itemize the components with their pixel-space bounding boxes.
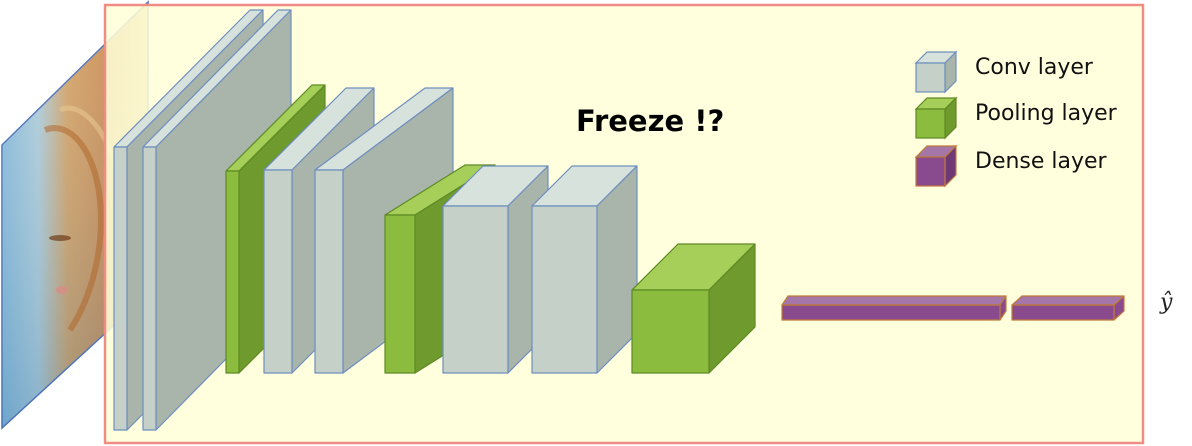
conv-layer-front (531, 205, 598, 374)
freeze-annotation: Freeze !? (576, 104, 725, 138)
cat-eye (49, 235, 71, 241)
pooling-layer-icon (914, 96, 958, 140)
pool-layer-front (225, 170, 240, 374)
legend-item-conv: Conv layer (914, 50, 1144, 94)
conv-layer-front (314, 169, 344, 374)
legend-label-pooling: Pooling layer (975, 101, 1117, 126)
pool-layer-front (631, 289, 710, 374)
conv-layer-front (263, 169, 293, 374)
conv-layer-front (142, 146, 157, 431)
conv-layer-front (442, 205, 509, 374)
dense-layer-top (1011, 295, 1125, 306)
pool-layer-front (384, 214, 416, 374)
dense-layer-block (1011, 295, 1125, 321)
legend-label-dense: Dense layer (975, 149, 1107, 174)
legend-item-dense: Dense layer (914, 144, 1144, 188)
legend-item-pooling: Pooling layer (914, 96, 1144, 140)
legend-label-conv: Conv layer (975, 55, 1093, 80)
output-y-hat: ŷ (1160, 290, 1173, 315)
dense-layer-front (1011, 304, 1115, 321)
layer-stack (113, 9, 1125, 431)
dense-layer-block (781, 295, 1007, 321)
cat-nose (56, 286, 68, 294)
cat-fur-stroke (43, 125, 104, 332)
pool-layer-block (631, 243, 756, 374)
conv-layer-front (113, 146, 128, 431)
dense-layer-front (781, 304, 1001, 321)
conv-layer-icon (914, 50, 958, 94)
conv-layer-block (531, 165, 638, 374)
dense-layer-top (781, 295, 1007, 306)
dense-layer-icon (914, 144, 958, 188)
